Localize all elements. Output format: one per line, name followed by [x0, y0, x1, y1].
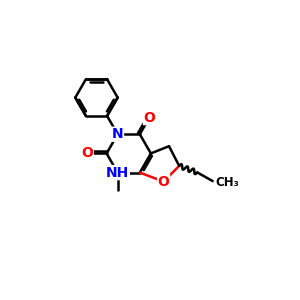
- Text: O: O: [81, 146, 93, 161]
- Text: CH₃: CH₃: [216, 176, 239, 189]
- Text: N: N: [112, 127, 124, 141]
- Text: O: O: [143, 111, 155, 124]
- Text: O: O: [158, 175, 170, 189]
- Text: NH: NH: [106, 166, 129, 180]
